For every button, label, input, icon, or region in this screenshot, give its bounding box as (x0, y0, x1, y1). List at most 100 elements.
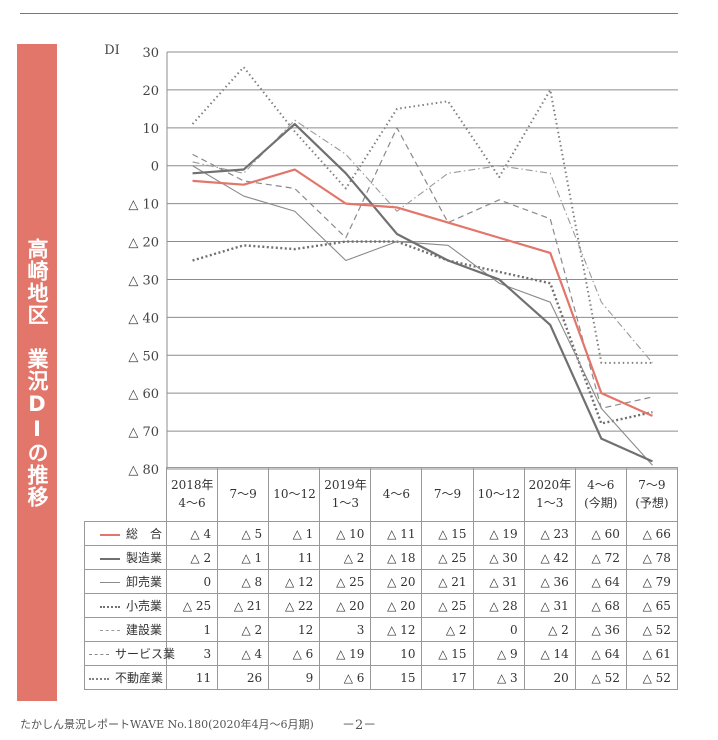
legend-swatch (99, 605, 120, 608)
table-cell: 0 (472, 617, 525, 642)
legend-swatch (99, 533, 120, 536)
table-cell: △ 22 (268, 593, 321, 618)
table-cell: △ 79 (625, 569, 678, 594)
table-cell: △ 11 (370, 521, 423, 546)
table-cell: △ 64 (574, 641, 627, 666)
category-label-line2: (予想) (635, 495, 669, 510)
publication-footer: たかしん景況レポートWAVE No.180(2020年4月～6月期) (20, 718, 314, 731)
side-title-band: 高崎地区 業況DIの推移 (17, 44, 57, 701)
table-cell: △ 4 (165, 521, 219, 546)
category-label-line2: 1～3 (536, 495, 564, 510)
category-label: 4～6 (今期) (574, 467, 627, 522)
series-line-3 (192, 240, 653, 425)
category-label-line1: 2018年 (171, 478, 214, 493)
page-number: －2－ (342, 718, 377, 733)
table-row: 不動産業 11 26 9 △ 6 15 17 △ 3 20 △ 52 △ 52 (84, 665, 678, 690)
series-label: サービス業 (84, 641, 175, 666)
table-cell: △ 72 (574, 545, 627, 570)
series-label: 建設業 (84, 617, 167, 642)
category-label-line1: 2019年 (324, 478, 367, 493)
table-cell: △ 25 (421, 593, 474, 618)
table-cell: 11 (165, 665, 219, 690)
side-title: 高崎地区 業況DIの推移 (25, 237, 49, 508)
category-label: 7～9 (予想) (625, 467, 678, 522)
table-cell: △ 30 (472, 545, 525, 570)
series-label: 総 合 (84, 521, 167, 546)
table-cell: △ 20 (370, 569, 423, 594)
table-cell: △ 19 (472, 521, 525, 546)
y-tick-label: 20 (142, 84, 159, 99)
table-cell: △ 2 (319, 545, 372, 570)
table-row: 小売業 △ 25 △ 21 △ 22 △ 20 △ 20 △ 25 △ 28 △ 31 △ 68 △… (84, 593, 678, 618)
table-cell: △ 42 (523, 545, 576, 570)
category-label: 7～9 (217, 467, 270, 522)
category-label-line2: (今期) (584, 495, 618, 510)
table-cell: △ 2 (165, 545, 219, 570)
table-cell: △ 66 (625, 521, 678, 546)
category-label-line1: 10～12 (477, 486, 521, 501)
series-line-1 (192, 122, 653, 463)
table-cell: 10 (370, 641, 423, 666)
table-cell: △ 15 (421, 521, 474, 546)
category-label-line2: 1～3 (331, 495, 359, 510)
table-cell: △ 31 (472, 569, 525, 594)
series-name: サービス業 (115, 647, 176, 661)
table-cell: 20 (523, 665, 576, 690)
table-cell: △ 10 (319, 521, 372, 546)
series-name: 建設業 (125, 623, 162, 637)
table-cell: 0 (165, 569, 219, 594)
table-cell: △ 61 (625, 641, 678, 666)
legend-swatch (99, 630, 120, 631)
category-label: 2020年 1～3 (523, 467, 576, 522)
series-line-2 (192, 165, 653, 466)
table-cell: △ 23 (523, 521, 576, 546)
series-lines (191, 66, 653, 466)
category-label: 2019年 1～3 (319, 467, 372, 522)
table-cell: △ 52 (625, 617, 678, 642)
y-axis-label: DI (104, 43, 120, 58)
table-cell: △ 28 (472, 593, 525, 618)
table-cell: △ 2 (523, 617, 576, 642)
table-cell: △ 12 (370, 617, 423, 642)
series-label: 卸売業 (84, 569, 167, 594)
series-name: 不動産業 (115, 671, 164, 685)
category-label: 2018年 4～6 (165, 467, 219, 522)
table-cell: △ 6 (268, 641, 321, 666)
table-cell: △ 21 (217, 593, 270, 618)
category-label-line1: 7～9 (229, 486, 257, 501)
table-cell: 3 (319, 617, 372, 642)
category-label: 10～12 (472, 467, 525, 522)
category-label: 7～9 (421, 467, 474, 522)
table-cell: △ 25 (319, 569, 372, 594)
category-label-line1: 7～9 (638, 478, 666, 493)
table-row: 製造業 △ 2 △ 1 11 △ 2 △ 18 △ 25 △ 30 △ 42 △ 72 △ 78 (84, 545, 678, 570)
table-cell: △ 68 (574, 593, 627, 618)
y-tick-label: △ 10 (128, 198, 159, 213)
table-cell: 11 (268, 545, 321, 570)
table-cell: △ 15 (421, 641, 474, 666)
table-row: 総 合 △ 4 △ 5 △ 1 △ 10 △ 11 △ 15 △ 19 △ 23 △ 60 △ 66 (84, 521, 678, 546)
series-line-0 (192, 168, 653, 417)
table-cell: △ 20 (370, 593, 423, 618)
table-cell: △ 6 (319, 665, 372, 690)
table-cell: △ 52 (574, 665, 627, 690)
table-cell: △ 2 (217, 617, 270, 642)
table-cell: △ 5 (217, 521, 270, 546)
series-line-6 (191, 66, 653, 364)
series-name: 総 合 (125, 527, 162, 541)
y-tick-label: △ 30 (128, 273, 159, 288)
table-cell: 17 (421, 665, 474, 690)
category-label-line1: 10～12 (273, 486, 316, 501)
y-tick-label: △ 60 (128, 387, 159, 402)
table-cell: △ 4 (217, 641, 270, 666)
category-label-line1: 7～9 (433, 486, 462, 501)
table-cell: △ 65 (625, 593, 678, 618)
series-label: 小売業 (84, 593, 167, 618)
table-cell: △ 36 (574, 617, 627, 642)
table-cell: △ 64 (574, 569, 627, 594)
y-tick-label: 0 (151, 160, 159, 175)
legend-swatch (89, 677, 109, 680)
series-name: 小売業 (125, 599, 162, 613)
table-cell: △ 36 (523, 569, 576, 594)
